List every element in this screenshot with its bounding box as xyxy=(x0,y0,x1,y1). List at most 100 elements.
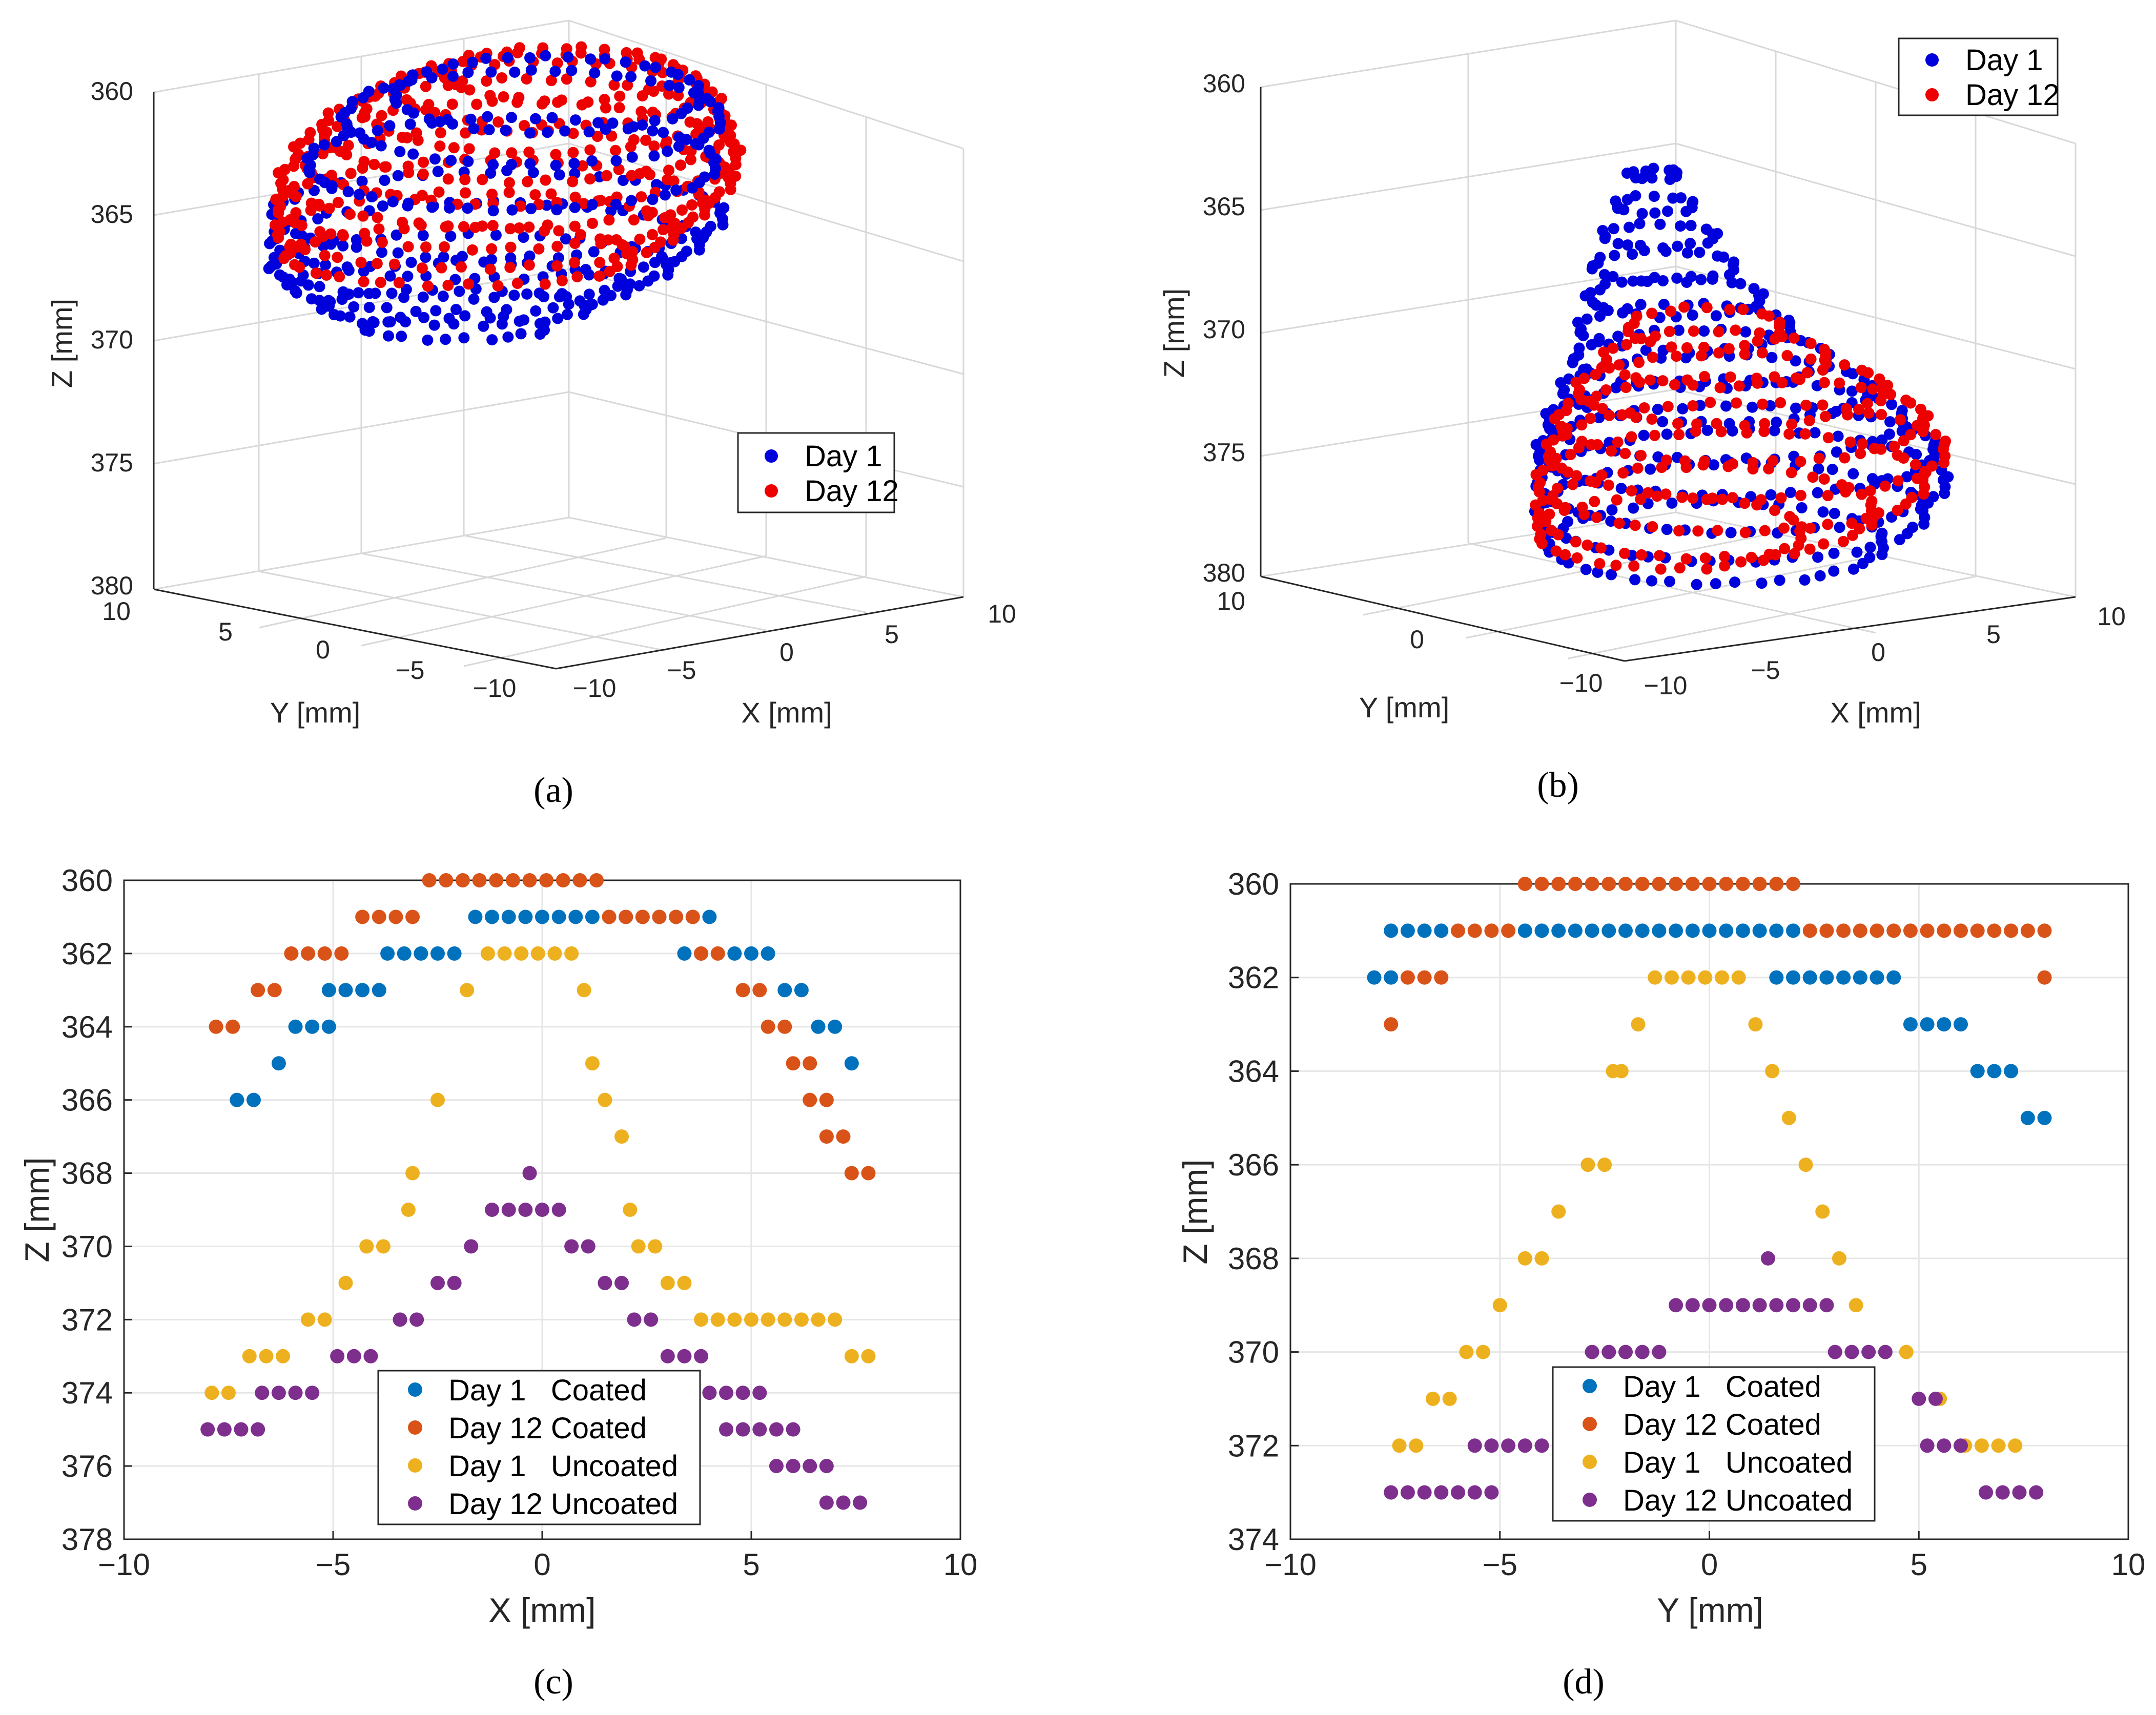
panel-a-point-day1 xyxy=(667,113,679,125)
panel-b-point-day12 xyxy=(1570,536,1582,548)
panel-b-point-day12 xyxy=(1813,452,1825,464)
panel-a-point-day1 xyxy=(524,250,536,262)
panel-a-point-day1 xyxy=(705,96,716,108)
panel-b-point-day12 xyxy=(1688,325,1699,337)
panel-b-point-day12 xyxy=(1863,407,1875,419)
panel-b-point-day12 xyxy=(1620,339,1632,350)
panel-b-point-day12 xyxy=(1807,471,1819,483)
panel-a-point-day1 xyxy=(560,233,571,245)
panel-b-point-day1 xyxy=(1901,471,1913,483)
panel-c-point-series-2 xyxy=(259,1349,274,1363)
panel-a-point-day12 xyxy=(667,234,679,246)
panel-a-point-day1 xyxy=(444,202,456,214)
panel-d-point-series-3 xyxy=(1702,1298,1717,1313)
panel-b-point-day1 xyxy=(1610,195,1621,207)
panel-b-point-day12 xyxy=(1819,354,1831,366)
panel-d-point-series-0 xyxy=(1568,923,1583,938)
panel-d-point-series-3 xyxy=(1467,1485,1482,1500)
panel-a-point-day1 xyxy=(649,61,661,73)
panel-b-point-day12 xyxy=(1558,505,1570,516)
legend-marker xyxy=(1583,1379,1597,1393)
panel-a-point-day1 xyxy=(664,79,675,91)
panel-d-xtick-label: 10 xyxy=(2111,1547,2146,1582)
panel-a-point-day12 xyxy=(584,144,596,156)
panel-b-point-day1 xyxy=(1673,324,1685,336)
panel-c-point-series-2 xyxy=(794,1312,809,1327)
panel-c-point-series-0 xyxy=(535,910,549,924)
panel-b-point-day12 xyxy=(1607,342,1619,354)
panel-b-point-day1 xyxy=(1599,278,1611,290)
panel-b-point-day12 xyxy=(1875,443,1887,455)
panel-a-point-day1 xyxy=(586,155,598,167)
panel-a-point-day1 xyxy=(647,194,659,205)
panel-a-point-day12 xyxy=(634,233,646,245)
panel-b-point-day12 xyxy=(1594,558,1606,570)
panel-c-point-series-2 xyxy=(338,1275,353,1290)
panel-b-point-day12 xyxy=(1775,397,1787,408)
panel-b-point-day12 xyxy=(1731,397,1742,409)
panel-b-point-day12 xyxy=(1898,435,1909,447)
panel-c-point-series-0 xyxy=(468,910,483,924)
panel-b-point-day1 xyxy=(1648,191,1660,202)
panel-c-point-series-2 xyxy=(547,946,562,961)
panel-a-point-day1 xyxy=(686,182,698,194)
panel-a-point-day12 xyxy=(471,98,483,110)
panel-b-point-day12 xyxy=(1715,426,1727,438)
panel-b-ztick: 370 xyxy=(1203,315,1245,344)
panel-a-point-day1 xyxy=(636,119,648,131)
panel-d-point-series-2 xyxy=(1534,1251,1549,1266)
panel-a-ytick: −5 xyxy=(395,656,424,685)
panel-b-point-day1 xyxy=(1593,333,1605,344)
panel-d-point-series-1 xyxy=(1836,923,1851,938)
panel-d-point-series-3 xyxy=(1735,1298,1750,1313)
panel-a-point-day12 xyxy=(600,102,611,114)
panel-c-point-series-3 xyxy=(853,1495,868,1510)
panel-c-point-series-3 xyxy=(430,1275,445,1290)
panel-b-point-day12 xyxy=(1930,429,1942,441)
panel-b-point-day12 xyxy=(1938,457,1950,469)
panel-b-point-day12 xyxy=(1674,562,1686,574)
panel-b-point-day12 xyxy=(1805,353,1817,365)
panel-b-point-day12 xyxy=(1612,436,1624,448)
panel-a-point-day12 xyxy=(514,42,525,54)
panel-a-point-day12 xyxy=(686,199,698,211)
panel-b-point-day12 xyxy=(1796,521,1808,533)
panel-a-point-day1 xyxy=(546,112,558,123)
panel-a-point-day1 xyxy=(662,146,673,157)
panel-a-point-day12 xyxy=(668,175,680,187)
panel-b-point-day12 xyxy=(1817,399,1829,411)
panel-a-point-day12 xyxy=(539,278,551,290)
panel-a-point-day12 xyxy=(325,228,337,240)
panel-b-point-day12 xyxy=(1697,459,1709,471)
panel-b-point-day1 xyxy=(1729,576,1741,588)
panel-b-point-day1 xyxy=(1901,528,1913,540)
panel-d-point-series-3 xyxy=(1618,1345,1633,1359)
panel-a-xtick: 10 xyxy=(988,600,1016,628)
panel-b-point-day1 xyxy=(1687,196,1699,208)
panel-b-point-day1 xyxy=(1886,399,1898,410)
panel-b-point-day1 xyxy=(1628,502,1639,514)
panel-c-scatter: −10 −5 0 5 10360362364366368370372374376378 … xyxy=(18,863,977,1702)
panel-c-point-series-1 xyxy=(355,910,370,924)
panel-b-point-day1 xyxy=(1942,471,1954,483)
panel-a-point-day1 xyxy=(692,99,704,111)
panel-a-point-day12 xyxy=(540,174,551,186)
panel-b-point-day12 xyxy=(1888,441,1900,452)
panel-c-point-series-3 xyxy=(485,1203,500,1217)
panel-c-point-series-1 xyxy=(602,910,617,924)
panel-a-point-day1 xyxy=(418,312,430,323)
panel-d-point-series-0 xyxy=(1954,1017,1968,1032)
panel-c-point-series-0 xyxy=(794,983,809,998)
panel-b-point-day12 xyxy=(1804,522,1816,534)
panel-b-point-day12 xyxy=(1680,553,1692,565)
panel-a-point-day12 xyxy=(663,88,675,100)
panel-d-point-series-1 xyxy=(1618,877,1633,891)
panel-c-point-series-1 xyxy=(505,873,520,887)
panel-d-point-series-1 xyxy=(1652,877,1667,891)
panel-a-point-day1 xyxy=(457,251,468,262)
panel-a-point-day12 xyxy=(584,173,596,185)
panel-b-point-day12 xyxy=(1915,403,1926,415)
panel-d-point-series-0 xyxy=(1987,1064,2002,1079)
panel-d-point-series-1 xyxy=(1417,970,1432,985)
